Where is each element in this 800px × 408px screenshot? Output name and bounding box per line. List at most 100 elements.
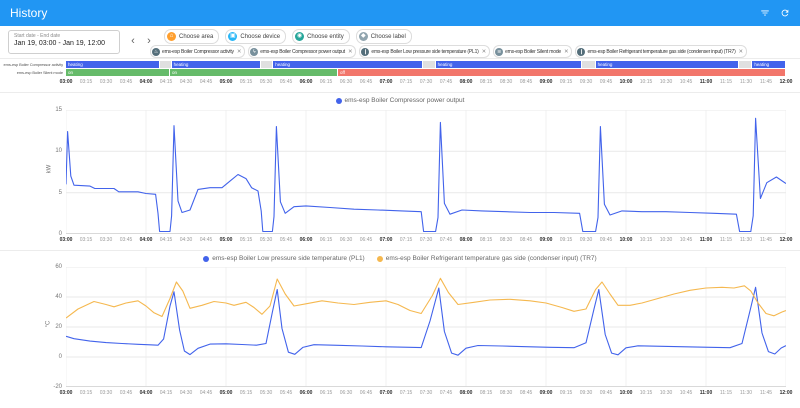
time-tick-label: 05:15 bbox=[239, 390, 253, 396]
time-tick-label: 03:00 bbox=[59, 390, 73, 396]
time-tick-label: 07:00 bbox=[379, 390, 393, 396]
timeline-segment[interactable]: heating bbox=[435, 61, 582, 68]
chip-remove-icon[interactable]: ✕ bbox=[236, 48, 242, 55]
time-tick-label: 11:45 bbox=[759, 79, 773, 85]
device-icon: ▣ bbox=[228, 32, 238, 41]
time-tick-label: 06:15 bbox=[319, 390, 333, 396]
time-tick-label: 04:15 bbox=[159, 237, 173, 243]
refresh-icon[interactable] bbox=[780, 8, 790, 18]
chip-remove-icon[interactable]: ✕ bbox=[347, 48, 353, 55]
entity-chip[interactable]: ≋ ems-esp Boiler Silent mode ✕ bbox=[493, 45, 573, 58]
timeline-segment[interactable] bbox=[582, 61, 596, 68]
time-tick-label: 03:15 bbox=[79, 390, 93, 396]
timeline-segment[interactable]: heating bbox=[273, 61, 423, 68]
time-tick-label: 03:30 bbox=[99, 390, 113, 396]
time-tick-label: 11:30 bbox=[739, 390, 753, 396]
entity-chip[interactable]: ♨ ems-esp Boiler Compressor activity ✕ bbox=[150, 45, 246, 58]
time-tick-label: 05:15 bbox=[239, 237, 253, 243]
time-tick-label: 06:30 bbox=[339, 79, 353, 85]
time-tick-label: 04:15 bbox=[159, 390, 173, 396]
time-tick-label: 10:30 bbox=[659, 237, 673, 243]
filter-chip[interactable]: ⌂ Choose area bbox=[164, 29, 220, 44]
legend-dot bbox=[203, 255, 210, 262]
time-tick-label: 05:45 bbox=[279, 390, 293, 396]
entity-chip[interactable]: ❙ ems-esp Boiler Refrigerant temperature … bbox=[575, 45, 747, 58]
prev-period-button[interactable]: ‹ bbox=[126, 33, 140, 49]
area-icon: ⌂ bbox=[167, 32, 176, 41]
timeline-segment-label: on bbox=[68, 70, 74, 75]
time-tick-label: 09:00 bbox=[539, 79, 553, 85]
next-period-button[interactable]: › bbox=[142, 33, 156, 49]
time-tick-label: 07:30 bbox=[419, 390, 433, 396]
timeline-segment[interactable]: off bbox=[338, 69, 786, 76]
timeline-segment[interactable] bbox=[159, 61, 172, 68]
time-tick-label: 11:45 bbox=[759, 237, 773, 243]
filter-chip-label: Choose device bbox=[240, 33, 281, 40]
time-tick-label: 07:15 bbox=[399, 390, 413, 396]
timeline-row: heating heating heating heating heating heati… bbox=[66, 61, 786, 68]
time-tick-label: 10:00 bbox=[619, 237, 633, 243]
timeline-segment[interactable]: heating bbox=[595, 61, 739, 68]
time-tick-label: 06:00 bbox=[299, 237, 313, 243]
y-tick-label: 0 bbox=[58, 354, 62, 360]
date-range-label: Start date - End date bbox=[14, 33, 61, 39]
entity-chip[interactable]: ϟ ems-esp Boiler Compressor power output ✕ bbox=[248, 45, 357, 58]
filter-chip[interactable]: ◉ Choose entity bbox=[292, 29, 350, 44]
timeline-segment[interactable] bbox=[422, 61, 436, 68]
timeline-row-label: ems-esp Boiler Compressor activity bbox=[3, 62, 63, 67]
temp-chart-legend: ems-esp Boiler Low pressure side tempera… bbox=[0, 255, 800, 262]
time-tick-label: 07:45 bbox=[439, 390, 453, 396]
time-tick-label: 08:15 bbox=[479, 79, 493, 85]
y-tick-label: 60 bbox=[55, 264, 62, 270]
filter-chip[interactable]: ▣ Choose device bbox=[225, 29, 287, 44]
time-tick-label: 10:45 bbox=[679, 79, 693, 85]
time-tick-label: 05:00 bbox=[219, 237, 233, 243]
time-tick-label: 09:45 bbox=[599, 390, 613, 396]
time-tick-label: 10:15 bbox=[639, 390, 653, 396]
power-chart-legend: ems-esp Boiler Compressor power output bbox=[0, 97, 800, 104]
timeline-segment[interactable]: on bbox=[170, 69, 338, 76]
filter-icon[interactable] bbox=[760, 8, 770, 18]
temp-chart-canvas[interactable] bbox=[66, 267, 786, 387]
time-tick-label: 09:30 bbox=[579, 79, 593, 85]
legend-label: ems-esp Boiler Compressor power output bbox=[344, 97, 465, 104]
time-tick-label: 08:00 bbox=[459, 237, 473, 243]
entity-chip[interactable]: ❙ ems-esp Boiler Low pressure side temper… bbox=[359, 45, 491, 58]
date-range-value: Jan 19, 03:00 - Jan 19, 12:00 bbox=[14, 40, 106, 47]
time-tick-label: 03:45 bbox=[119, 237, 133, 243]
time-tick-label: 05:45 bbox=[279, 237, 293, 243]
timeline-segment[interactable]: heating bbox=[66, 61, 160, 68]
power-output-icon: ϟ bbox=[250, 47, 259, 56]
timeline-segment[interactable] bbox=[261, 61, 274, 68]
legend-item[interactable]: ems-esp Boiler Refrigerant temperature g… bbox=[376, 255, 597, 262]
y-tick-label: 20 bbox=[55, 324, 62, 330]
legend-item[interactable]: ems-esp Boiler Low pressure side tempera… bbox=[203, 255, 365, 262]
chip-remove-icon[interactable]: ✕ bbox=[481, 48, 487, 55]
page-title: History bbox=[10, 6, 48, 20]
time-tick-label: 04:30 bbox=[179, 390, 193, 396]
timeline-bars: heating heating heating heating heating heati… bbox=[66, 61, 786, 76]
y-tick-label: 15 bbox=[55, 107, 62, 113]
chip-remove-icon[interactable]: ✕ bbox=[564, 48, 569, 55]
timeline-segment[interactable]: on bbox=[66, 69, 170, 76]
time-tick-label: 03:45 bbox=[119, 79, 133, 85]
time-tick-label: 03:00 bbox=[59, 237, 73, 243]
timeline-segment[interactable]: heating bbox=[752, 61, 786, 68]
timeline-segment[interactable]: heating bbox=[171, 61, 262, 68]
power-chart-canvas[interactable] bbox=[66, 110, 786, 234]
filter-chip-label: Choose area bbox=[179, 33, 214, 40]
time-tick-label: 04:45 bbox=[199, 390, 213, 396]
time-tick-label: 07:45 bbox=[439, 79, 453, 85]
time-tick-label: 04:30 bbox=[179, 237, 193, 243]
filter-chip-label: Choose label bbox=[370, 33, 406, 40]
timeline-segment[interactable] bbox=[738, 61, 753, 68]
app-header: History bbox=[0, 0, 800, 26]
time-tick-label: 06:15 bbox=[319, 237, 333, 243]
filter-chip[interactable]: ◆ Choose label bbox=[355, 29, 412, 44]
legend-item[interactable]: ems-esp Boiler Compressor power output bbox=[335, 97, 465, 104]
date-range-picker[interactable]: Start date - End date Jan 19, 03:00 - Ja… bbox=[8, 30, 120, 54]
timeline-axis: 03:00 03:15 03:30 03:45 04:00 04:15 04:30 04:45… bbox=[60, 79, 793, 87]
time-tick-label: 10:30 bbox=[659, 390, 673, 396]
chip-remove-icon[interactable]: ✕ bbox=[738, 48, 744, 55]
time-tick-label: 05:30 bbox=[259, 237, 273, 243]
